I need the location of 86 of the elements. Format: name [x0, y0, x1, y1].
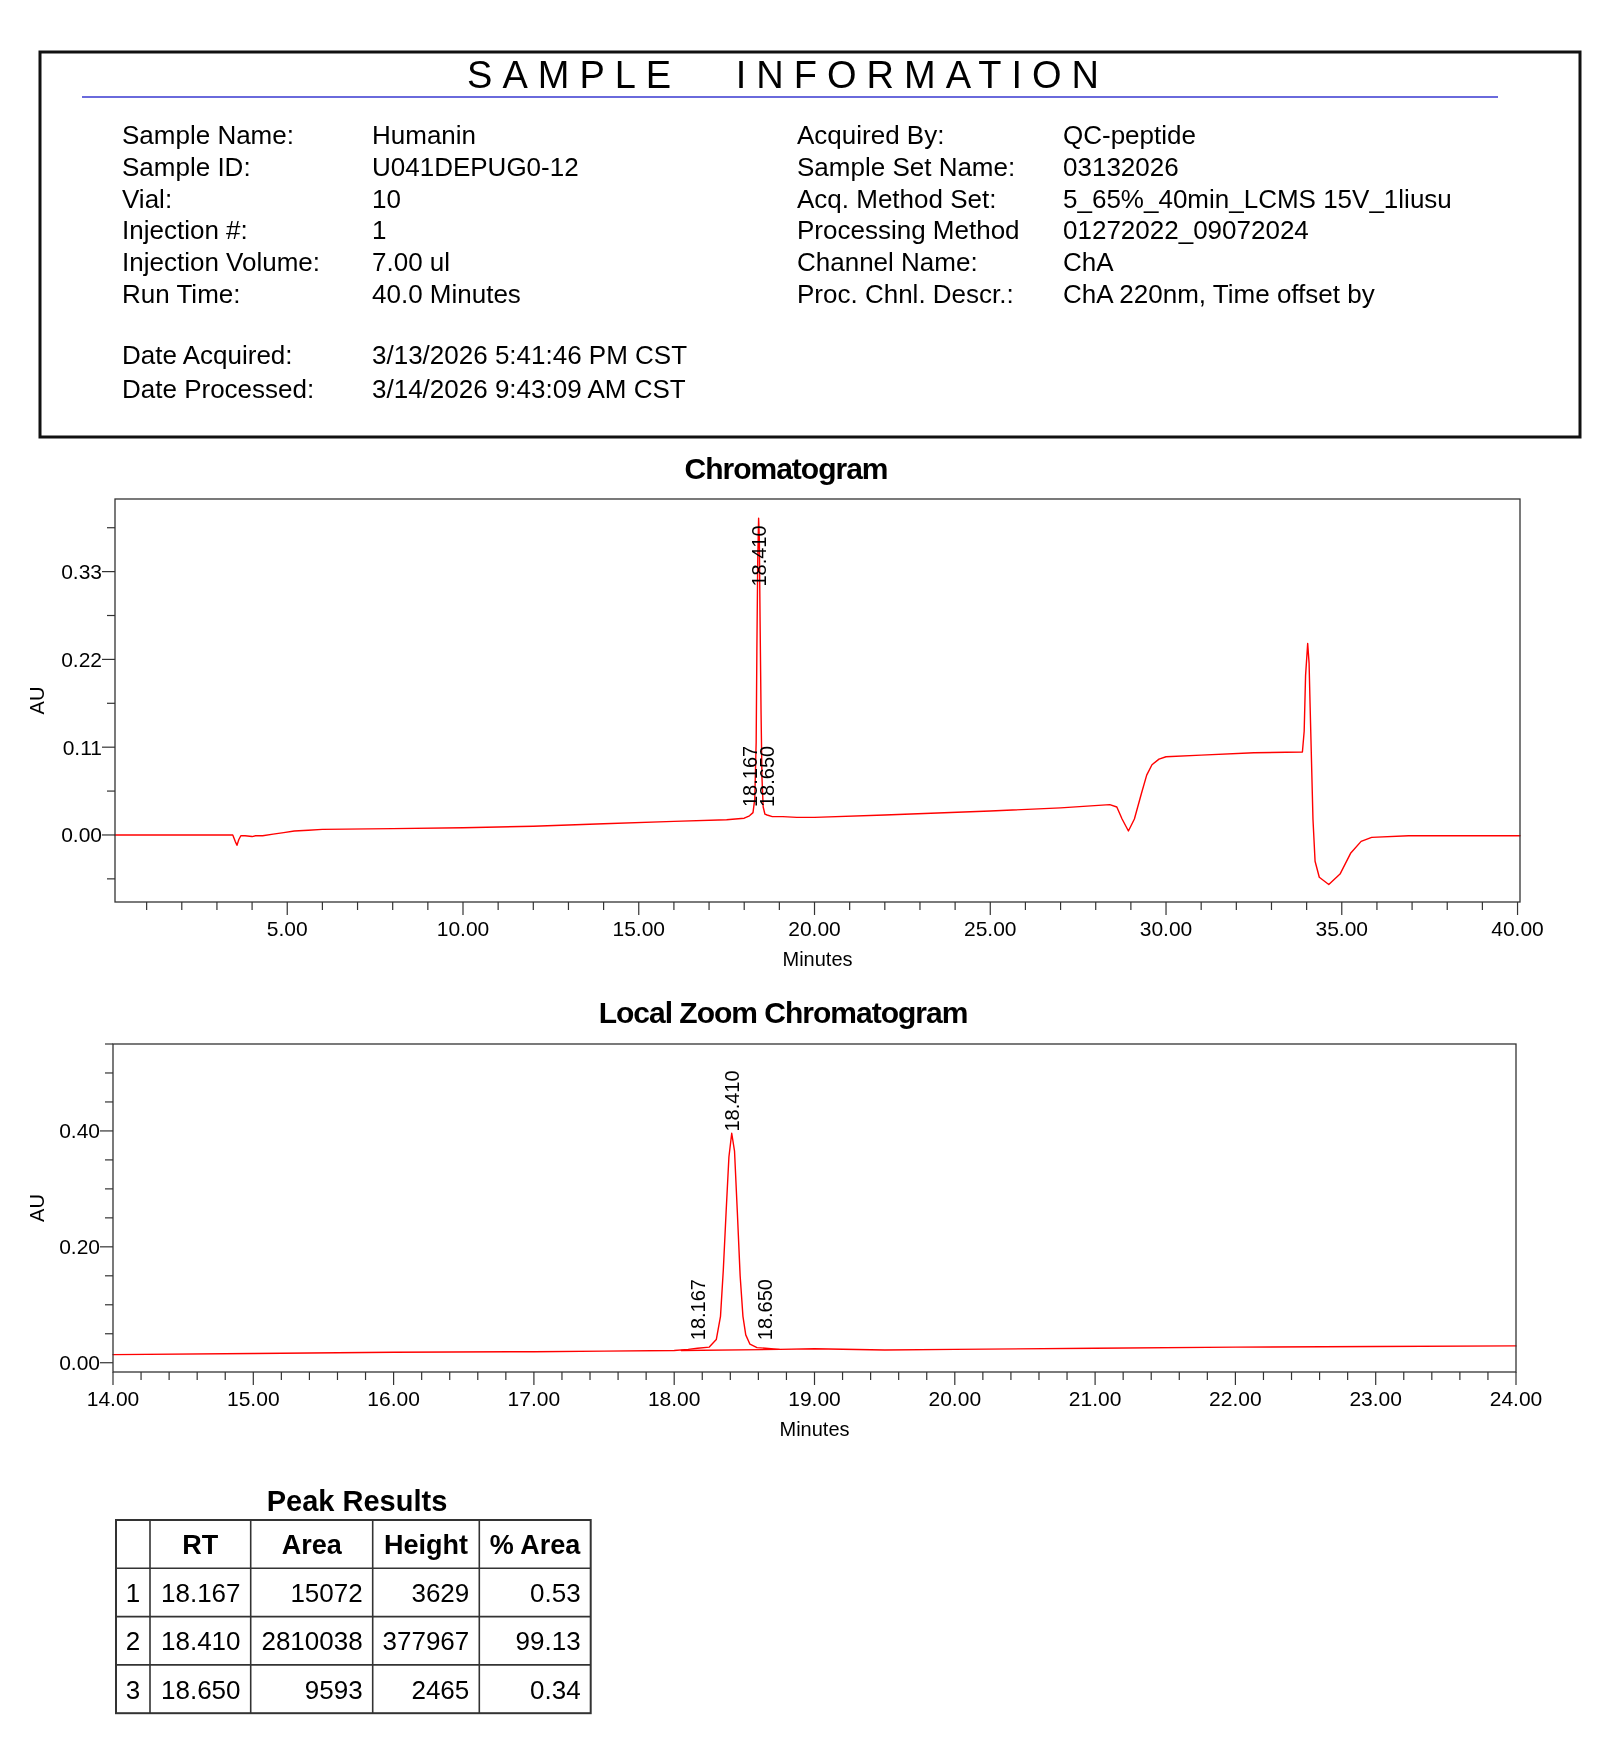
text: ChA: [1063, 247, 1115, 278]
text: 99.13: [515, 1626, 581, 1657]
y-tick-label: 0.33: [61, 560, 102, 584]
x-tick-label: 30.00: [1139, 917, 1193, 940]
y-axis-title: AU: [26, 686, 48, 715]
chart-title: Chromatogram: [684, 452, 888, 485]
text: Date Acquired:: [122, 340, 293, 370]
text: Date Processed:: [122, 374, 315, 404]
x-tick-label: 17.00: [507, 1387, 561, 1410]
x-tick-label: 23.00: [1349, 1387, 1402, 1410]
y-tick-label: 0.40: [59, 1119, 100, 1143]
annotation: 18.650: [754, 1279, 777, 1341]
text: Injection Volume:: [122, 247, 321, 278]
text: Humanin: [372, 120, 477, 150]
text: Injection #:: [122, 215, 248, 246]
text: Vial:: [122, 183, 173, 214]
text: Run Time:: [122, 279, 241, 309]
x-tick-label: 21.00: [1068, 1387, 1122, 1410]
text: 01272022_09072024: [1063, 215, 1309, 246]
y-tick-label: 0.00: [59, 1351, 100, 1375]
text: Sample Set Name:: [797, 151, 1016, 182]
annotation: 18.650: [756, 745, 779, 808]
text: 7.00 ul: [372, 247, 451, 278]
text: U041DEPUG0-12: [372, 151, 579, 182]
text: 0.53: [530, 1577, 581, 1608]
text: Proc. Chnl. Descr.:: [797, 279, 1014, 309]
y-tick-label: 0.20: [59, 1235, 100, 1259]
text: Sample Name:: [122, 120, 294, 150]
annotation: 18.410: [720, 1070, 743, 1132]
text: Sample ID:: [122, 151, 251, 182]
y-axis-title: AU: [26, 1194, 48, 1222]
text: Channel Name:: [797, 247, 978, 278]
x-tick-label: 14.00: [86, 1387, 140, 1410]
x-tick-label: 19.00: [788, 1387, 841, 1410]
text: QC-peptide: [1063, 120, 1196, 150]
category-label: % Area: [489, 1529, 582, 1560]
text: 2465: [411, 1674, 470, 1705]
x-tick-label: 15.00: [227, 1387, 280, 1410]
text: 377967: [382, 1626, 470, 1657]
x-tick-label: 10.00: [436, 917, 490, 940]
text: 0.34: [530, 1674, 581, 1705]
text: 18.167: [161, 1577, 241, 1608]
category-label: RT: [182, 1529, 219, 1560]
text: 18.410: [161, 1626, 241, 1657]
category-label: Height: [384, 1529, 468, 1560]
text: 1: [372, 215, 387, 246]
text: 3/13/2026 5:41:46 PM CST: [372, 340, 688, 370]
text: ChA 220nm, Time offset by: [1063, 279, 1375, 309]
y-tick-label: 0.00: [61, 823, 102, 847]
text: SAMPLE INFORMATION: [467, 54, 1109, 96]
text: Acq. Method Set:: [797, 183, 997, 214]
text: 2810038: [261, 1626, 363, 1657]
x-tick-label: 25.00: [963, 917, 1017, 940]
x-tick-label: 20.00: [928, 1387, 982, 1410]
x-tick-label: 15.00: [612, 917, 666, 940]
x-tick-label: 20.00: [788, 917, 841, 940]
annotation: 18.410: [747, 525, 770, 587]
x-tick-label: 18.00: [647, 1387, 701, 1410]
category-label: Area: [281, 1529, 343, 1560]
x-tick-label: 16.00: [367, 1387, 420, 1410]
x-tick-label: 24.00: [1489, 1387, 1543, 1410]
annotation: 18.167: [686, 1279, 709, 1341]
text: 10: [372, 183, 401, 214]
text: 15072: [290, 1577, 363, 1608]
x-tick-label: 40.00: [1491, 917, 1544, 940]
category-label: 3: [125, 1674, 141, 1705]
text: 03132026: [1063, 151, 1179, 182]
y-tick-label: 0.11: [62, 735, 102, 759]
x-axis-title: Minutes: [779, 1418, 850, 1440]
text: 5_65%_40min_LCMS 15V_1liusu: [1063, 183, 1452, 214]
x-axis-title: Minutes: [782, 948, 853, 970]
text: 9593: [304, 1674, 363, 1705]
text: Acquired By:: [797, 120, 945, 150]
text: 3/14/2026 9:43:09 AM CST: [372, 374, 686, 404]
y-tick-label: 0.22: [61, 647, 102, 671]
x-tick-label: 35.00: [1315, 917, 1369, 940]
x-tick-label: 22.00: [1209, 1387, 1262, 1410]
text: 3629: [411, 1577, 470, 1608]
text: 40.0 Minutes: [372, 279, 521, 309]
category-label: 2: [125, 1626, 141, 1657]
chart-title: Local Zoom Chromatogram: [598, 996, 968, 1029]
text: Peak Results: [266, 1485, 448, 1517]
text: Processing Method: [797, 215, 1020, 246]
category-label: 1: [125, 1577, 141, 1608]
text: 18.650: [161, 1674, 241, 1705]
x-tick-label: 5.00: [266, 917, 308, 940]
